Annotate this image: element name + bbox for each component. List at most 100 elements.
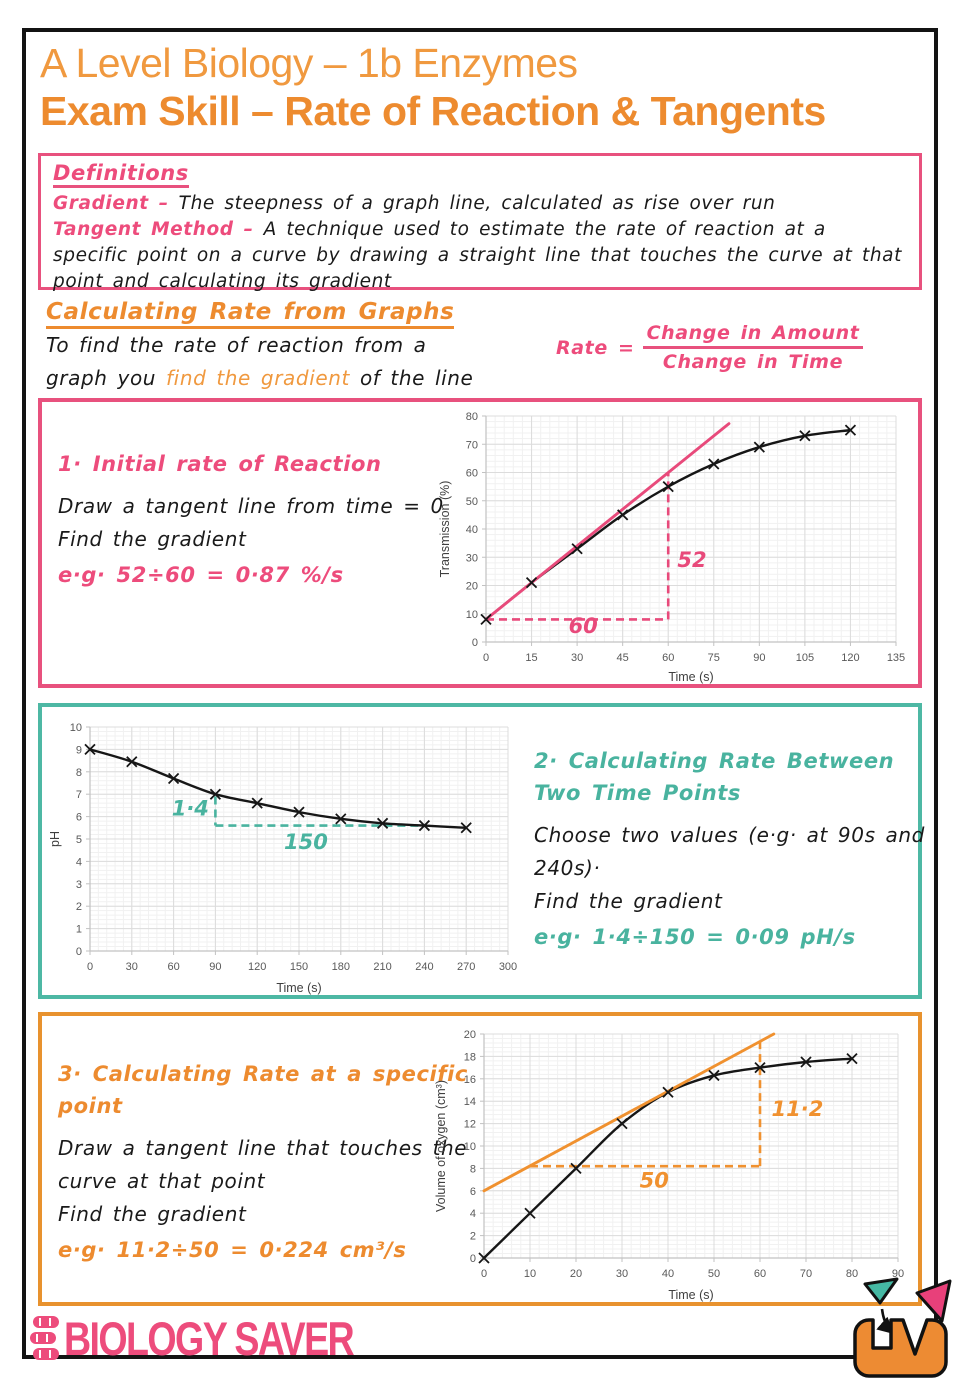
svg-text:16: 16: [464, 1074, 476, 1086]
svg-text:300: 300: [499, 961, 517, 973]
svg-text:150: 150: [290, 961, 308, 973]
box-initial-rate-title: 1· Initial rate of Reaction: [58, 452, 382, 476]
svg-text:90: 90: [209, 961, 221, 973]
svg-text:180: 180: [332, 961, 350, 973]
svg-text:8: 8: [76, 767, 82, 779]
svg-text:14: 14: [464, 1096, 476, 1108]
svg-text:120: 120: [841, 652, 859, 664]
svg-text:0: 0: [76, 946, 82, 958]
svg-text:90: 90: [892, 1268, 904, 1280]
svg-text:Time (s): Time (s): [276, 981, 321, 995]
box-rate-between-points-line1: Choose two values (e·g· at 90s and 240s)…: [534, 823, 925, 880]
svg-text:240: 240: [415, 961, 433, 973]
svg-text:150: 150: [284, 830, 328, 854]
box-initial-rate-text: 1· Initial rate of Reaction Draw a tange…: [58, 448, 462, 592]
svg-text:4: 4: [76, 856, 82, 868]
svg-text:0: 0: [483, 652, 489, 664]
svg-text:75: 75: [708, 652, 720, 664]
box-initial-rate-line1: Draw a tangent line from time = 0: [58, 494, 444, 518]
svg-text:52: 52: [677, 548, 706, 572]
svg-text:pH: pH: [48, 831, 62, 847]
section-body-line2-pre: graph you: [46, 366, 167, 390]
svg-text:70: 70: [466, 439, 478, 451]
svg-text:70: 70: [800, 1268, 812, 1280]
substrate-pink-triangle: [915, 1279, 952, 1323]
enzyme-body: [853, 1318, 948, 1378]
rate-formula-denominator: Change in Time: [662, 351, 844, 373]
svg-text:5: 5: [76, 834, 82, 846]
section-body-line2: graph you find the gradient of the line: [46, 366, 473, 390]
svg-text:90: 90: [753, 652, 765, 664]
svg-text:11·2: 11·2: [772, 1097, 824, 1121]
definition-gradient-text: The steepness of a graph line, calculate…: [178, 193, 776, 214]
svg-text:105: 105: [796, 652, 814, 664]
definition-gradient: Gradient – The steepness of a graph line…: [53, 191, 907, 217]
box-initial-rate: 1· Initial rate of Reaction Draw a tange…: [38, 398, 922, 688]
definitions-heading: Definitions: [53, 161, 189, 188]
box-rate-specific-point-title: 3· Calculating Rate at a specific point: [58, 1062, 468, 1118]
svg-text:60: 60: [167, 961, 179, 973]
transmission-chart: 0 15 30 45 60 75 90 105 120 135 0 10 20 30 40 50 60 70 80 T…: [438, 411, 905, 684]
box-rate-specific-point: 3· Calculating Rate at a specific point …: [38, 1012, 922, 1306]
box-initial-rate-example: e·g· 52÷60 = 0·87 %/s: [58, 563, 344, 587]
substrate-teal-triangle: [863, 1277, 899, 1305]
svg-text:120: 120: [248, 961, 266, 973]
rate-formula-numerator: Change in Amount: [642, 322, 864, 349]
svg-text:30: 30: [571, 652, 583, 664]
definition-tangent-method-text: A technique used to estimate the rate of…: [53, 219, 902, 292]
svg-text:45: 45: [617, 652, 629, 664]
svg-text:40: 40: [466, 524, 478, 536]
svg-text:Volume of oxygen (cm³): Volume of oxygen (cm³): [434, 1080, 448, 1212]
box-rate-specific-point-line1: Draw a tangent line that touches the cur…: [58, 1136, 468, 1193]
svg-text:3: 3: [76, 879, 82, 891]
svg-text:0: 0: [481, 1268, 487, 1280]
definition-gradient-term: Gradient –: [53, 193, 179, 214]
svg-text:30: 30: [126, 961, 138, 973]
box-rate-between-points: 0 30 60 90 120 150 180 210 240 270 300 0 1 2 3 4 5 6 7 8 9 10…: [38, 703, 924, 999]
svg-text:4: 4: [470, 1208, 476, 1220]
svg-text:60: 60: [754, 1268, 766, 1280]
svg-text:270: 270: [457, 961, 475, 973]
definition-tangent-method-term: Tangent Method –: [53, 219, 264, 240]
page-border: [22, 28, 938, 1359]
svg-text:Transmission (%): Transmission (%): [438, 481, 452, 578]
section-body-line2-post: of the line: [349, 366, 474, 390]
rate-formula: Rate = Change in Amount Change in Time: [556, 322, 864, 373]
definition-tangent-method: Tangent Method – A technique used to est…: [53, 217, 907, 295]
svg-text:30: 30: [466, 552, 478, 564]
svg-text:80: 80: [846, 1268, 858, 1280]
enzyme-substrate-graphic: [853, 1277, 952, 1378]
svg-text:20: 20: [464, 1029, 476, 1041]
svg-text:50: 50: [708, 1268, 720, 1280]
svg-text:7: 7: [76, 789, 82, 801]
svg-text:50: 50: [466, 496, 478, 508]
svg-text:60: 60: [662, 652, 674, 664]
svg-text:1: 1: [76, 924, 82, 936]
svg-text:2: 2: [470, 1231, 476, 1243]
box-rate-specific-point-example: e·g· 11·2÷50 = 0·224 cm³/s: [58, 1238, 407, 1262]
svg-text:1·4: 1·4: [172, 796, 209, 820]
biology-saver-logo: BIOLOGY SAVER: [30, 1311, 425, 1366]
svg-text:10: 10: [524, 1268, 536, 1280]
svg-text:30: 30: [616, 1268, 628, 1280]
svg-text:10: 10: [464, 1141, 476, 1153]
section-body-highlight: find the gradient: [166, 366, 350, 390]
svg-text:9: 9: [76, 744, 82, 756]
rate-formula-lhs: Rate =: [556, 336, 635, 359]
svg-text:80: 80: [466, 411, 478, 423]
svg-text:Time (s): Time (s): [668, 1288, 713, 1302]
svg-text:10: 10: [70, 722, 82, 734]
section-heading: Calculating Rate from Graphs: [46, 299, 455, 329]
svg-text:Time (s): Time (s): [668, 670, 713, 684]
svg-text:6: 6: [76, 812, 82, 824]
oxygen-volume-chart: 0 10 20 30 40 50 60 70 80 90 0 2 4 6 8 10 12 14 16 18 20 Time…: [434, 1029, 904, 1302]
svg-text:8: 8: [470, 1163, 476, 1175]
svg-text:60: 60: [569, 614, 598, 638]
box-rate-between-points-title: 2· Calculating Rate Between Two Time Poi…: [534, 749, 895, 805]
page-title: A Level Biology – 1b Enzymes: [40, 40, 578, 86]
svg-text:60: 60: [466, 468, 478, 480]
page-subtitle: Exam Skill – Rate of Reaction & Tangents: [40, 88, 826, 134]
svg-text:0: 0: [470, 1253, 476, 1265]
section-body-line1: To find the rate of reaction from a: [46, 333, 427, 357]
svg-text:2: 2: [76, 901, 82, 913]
